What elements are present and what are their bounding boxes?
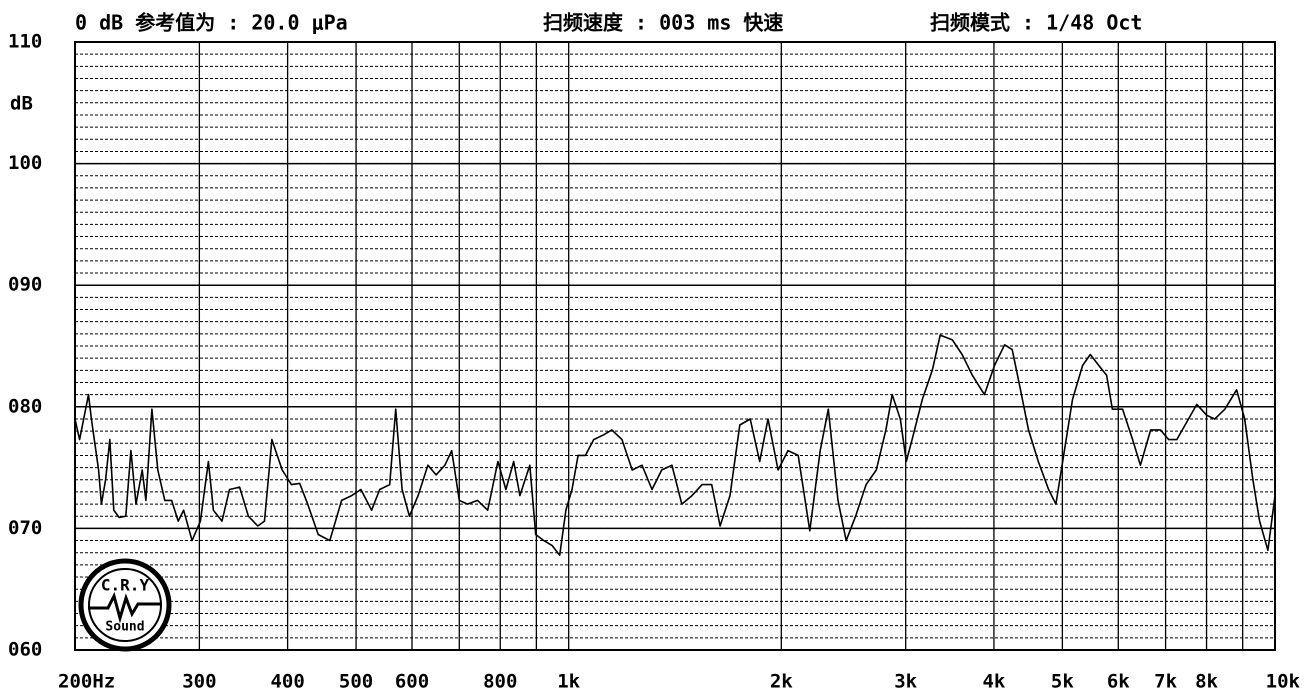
x-tick-label: 6k	[1107, 671, 1130, 693]
x-tick-label: 800	[483, 671, 517, 693]
y-tick-label: 060	[8, 639, 42, 661]
x-tick-label: 3k	[894, 671, 917, 693]
y-tick-label: 100	[8, 152, 42, 174]
x-tick-label: 5k	[1051, 671, 1074, 693]
x-tick-label: 2k	[770, 671, 793, 693]
x-tick-label: 10k	[1266, 671, 1301, 693]
x-tick-label: 600	[395, 671, 429, 693]
header-reference: 0 dB 参考值为 : 20.0 μPa	[75, 11, 348, 35]
header-sweep-speed: 扫频速度 : 003 ms 快速	[543, 11, 783, 35]
x-tick-label: 500	[339, 671, 373, 693]
x-tick-label: 400	[270, 671, 304, 693]
y-axis-label: dB	[10, 93, 33, 115]
x-tick-label: 200Hz	[58, 671, 115, 693]
header-sweep-mode: 扫频模式 : 1/48 Oct	[930, 11, 1142, 35]
logo: C.R.Y Sound	[78, 558, 172, 652]
x-tick-label: 4k	[982, 671, 1005, 693]
y-tick-label: 110	[8, 31, 42, 53]
grid	[74, 41, 1276, 651]
y-tick-label: 090	[8, 274, 42, 296]
logo-top-text: C.R.Y	[101, 576, 150, 595]
x-tick-label: 8k	[1195, 671, 1218, 693]
y-tick-label: 070	[8, 517, 42, 539]
plot-frame	[74, 41, 1276, 651]
logo-bottom-text: Sound	[105, 620, 144, 635]
y-tick-label: 080	[8, 395, 42, 417]
response-line	[74, 334, 1276, 556]
x-tick-label: 300	[182, 671, 216, 693]
logo-wave	[88, 591, 162, 624]
x-tick-label: 7k	[1154, 671, 1177, 693]
x-tick-label: 1k	[557, 671, 580, 693]
